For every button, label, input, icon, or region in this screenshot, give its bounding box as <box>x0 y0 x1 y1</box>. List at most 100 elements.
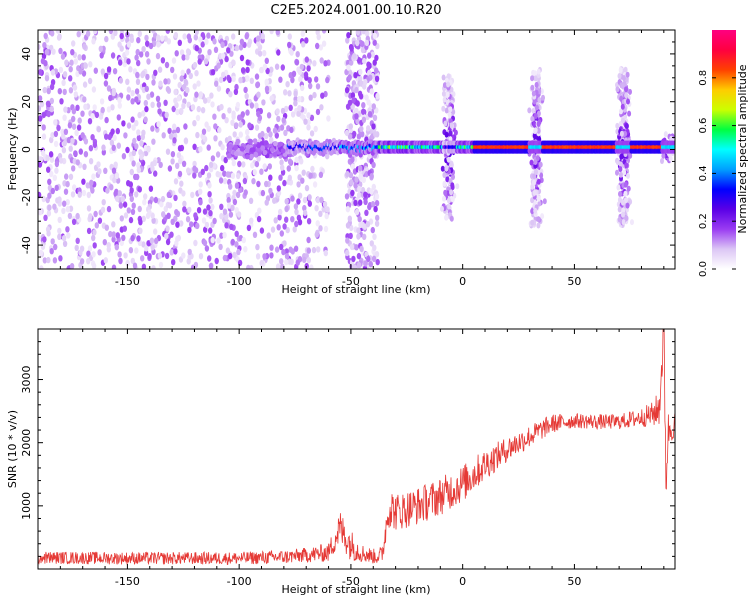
spectrogram-cell <box>186 33 192 40</box>
spectrogram-cell <box>136 235 141 242</box>
spectrogram-cell <box>306 247 311 254</box>
spectrogram-cell <box>77 54 82 61</box>
spectrogram-cell <box>207 255 212 262</box>
spectrogram-cell <box>121 120 126 127</box>
spectrogram-cell <box>295 259 300 266</box>
spectrogram-cell <box>230 119 235 126</box>
spectrogram-cell <box>297 192 303 199</box>
spectrogram-cell <box>169 231 174 238</box>
colorbar-tick-label: 0.8 <box>698 70 709 86</box>
spectrogram-cell <box>70 137 75 144</box>
spectrogram-cell <box>374 193 380 200</box>
spectrogram-cell <box>141 46 146 53</box>
spectrogram-cell <box>244 33 249 40</box>
spectrogram-cell <box>260 189 266 197</box>
spectrogram-cell <box>46 110 51 118</box>
spectrogram-cell <box>213 123 218 130</box>
spectrogram-cell <box>65 206 71 213</box>
spectrogram-cell <box>129 187 134 194</box>
spectrogram-cell <box>141 215 146 222</box>
spectrogram-cell <box>300 84 305 92</box>
spectrogram-cell <box>42 86 47 94</box>
spectrogram-cell <box>208 262 214 269</box>
spectrogram-cell <box>138 219 143 226</box>
spectrogram-cell <box>185 54 190 61</box>
spectrogram-cell <box>126 58 131 65</box>
spectrogram-cell <box>375 92 380 100</box>
spectrogram-cell <box>530 84 535 91</box>
spectrogram-cell <box>290 111 296 118</box>
spectrogram-cell <box>234 241 239 248</box>
spectrogram-cell <box>269 30 274 35</box>
spectrogram-cell <box>149 91 155 98</box>
spectrogram-cell <box>265 67 270 75</box>
spectrogram-cell <box>157 66 163 73</box>
spectrogram-cell <box>71 108 77 115</box>
spectrogram-cell <box>282 240 287 247</box>
spectrogram-cell <box>260 145 266 151</box>
spectrogram-cell <box>259 168 264 175</box>
spectrogram-cell <box>61 79 66 87</box>
spectrogram-cell <box>203 58 209 65</box>
spectrogram-cell <box>300 30 305 37</box>
spectrogram-cell <box>358 199 363 206</box>
spectrogram-y-tick-label: 40 <box>20 47 33 61</box>
spectrogram-cell <box>208 227 213 234</box>
spectrogram-cell <box>134 88 140 95</box>
spectrogram-cell <box>228 183 233 190</box>
spectrogram-cell <box>536 195 541 202</box>
spectrogram-cell <box>53 119 58 126</box>
spectrogram-cell <box>166 212 171 219</box>
spectrogram-cell <box>660 158 664 164</box>
snr-x-tick-label: -150 <box>115 575 140 588</box>
spectrogram-cell <box>76 124 82 131</box>
spectrogram-cell <box>249 217 254 224</box>
spectrogram-cell <box>621 219 626 226</box>
spectrogram-cell <box>254 73 260 80</box>
spectrogram-cell <box>202 208 208 215</box>
spectrogram-cell <box>135 173 140 181</box>
spectrogram-cell <box>297 96 302 103</box>
spectrogram-cell <box>66 265 71 269</box>
spectrogram-cell <box>232 131 237 138</box>
spectrogram-cell <box>347 99 353 106</box>
spectrogram-cell <box>293 100 298 107</box>
spectrogram-cell <box>294 164 299 172</box>
spectrogram-cell <box>106 66 112 73</box>
spectrogram-cell <box>63 188 69 195</box>
spectrogram-cell <box>126 122 132 129</box>
spectrogram-cell <box>46 166 51 173</box>
spectrogram-cell <box>224 222 229 229</box>
spectrogram-cell <box>38 69 43 76</box>
spectrogram-cell <box>357 216 362 223</box>
spectrogram-cell <box>616 159 620 166</box>
spectrogram-cell <box>349 243 355 251</box>
spectrogram-cell <box>97 249 102 256</box>
spectrogram-cell <box>308 172 313 179</box>
spectrogram-cell <box>59 98 64 105</box>
spectrogram-cell <box>360 186 366 194</box>
spectrogram-cell <box>65 226 70 233</box>
spectrogram-cell <box>196 105 201 113</box>
spectrogram-cell <box>242 177 248 185</box>
spectrogram-cell <box>141 110 146 117</box>
spectrogram-cell <box>175 221 180 228</box>
spectrogram-cell <box>46 230 51 237</box>
spectrogram-cell <box>225 171 230 178</box>
spectrogram-cell <box>268 131 273 138</box>
spectrogram-cell <box>137 30 142 37</box>
spectrogram-cell <box>234 182 240 189</box>
spectrogram-cell <box>72 184 77 191</box>
spectrogram-cell <box>276 185 281 192</box>
spectrogram-cell <box>361 116 367 124</box>
spectrogram-cell <box>259 259 264 267</box>
spectrogram-cell <box>96 161 101 168</box>
spectrogram-cell <box>204 164 209 172</box>
spectrogram-cell <box>288 246 293 253</box>
spectrogram-cell <box>280 164 285 171</box>
spectrogram-cell <box>75 212 80 220</box>
spectrogram-cell <box>154 237 159 244</box>
spectrogram-cell <box>620 103 625 110</box>
spectrogram-cell <box>197 58 202 65</box>
spectrogram-cell <box>326 115 331 122</box>
